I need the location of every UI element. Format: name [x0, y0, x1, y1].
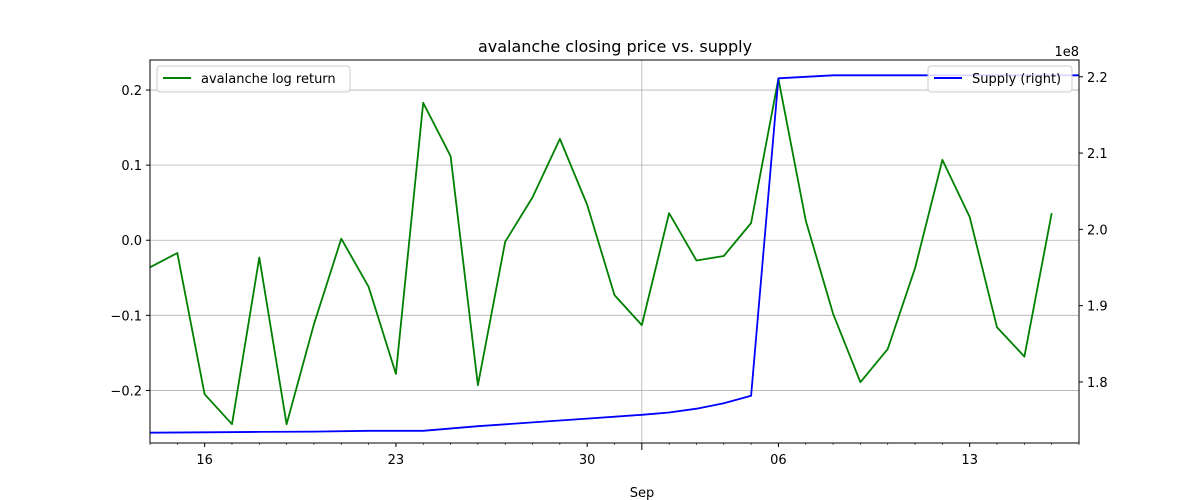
x-tick-label: 13: [961, 453, 978, 468]
legend-left-label: avalanche log return: [201, 72, 336, 87]
legend-left: avalanche log return: [156, 65, 351, 93]
legend-right-label: Supply (right): [972, 72, 1061, 87]
right-tick-label: 1.9: [1087, 300, 1108, 315]
left-tick-label: 0.2: [121, 84, 142, 99]
series-layer: [149, 74, 1079, 434]
right-tick-label: 1.8: [1087, 376, 1108, 391]
x-tick-label: 30: [579, 453, 596, 468]
series-line-0: [149, 77, 1053, 426]
x-axis-label: Sep: [630, 486, 655, 500]
x-tick-label: 23: [388, 453, 405, 468]
right-tick-label: 2.2: [1087, 71, 1108, 86]
left-tick-label: 0.1: [121, 159, 142, 174]
left-axis: −0.2 −0.1 0.0 0.1 0.2: [110, 84, 150, 399]
legend-left-box: [156, 65, 351, 93]
right-tick-label: 2.1: [1087, 147, 1108, 162]
series-line-1: [149, 74, 1079, 434]
left-tick-label: 0.0: [121, 234, 142, 249]
x-tick-label: 06: [770, 453, 787, 468]
chart-title: avalanche closing price vs. supply: [478, 37, 752, 56]
left-tick-label: −0.2: [110, 384, 142, 399]
legend-right-box: [927, 65, 1073, 93]
legend-right: Supply (right): [927, 65, 1073, 93]
right-axis: 1.8 1.9 2.0 2.1 2.2: [1079, 71, 1108, 391]
right-tick-label: 2.0: [1087, 223, 1108, 238]
x-axis: 16 23 30 06 13: [149, 443, 1080, 468]
x-tick-label: 16: [196, 453, 213, 468]
grid: [150, 60, 1079, 443]
right-axis-offset-label: 1e8: [1054, 45, 1079, 60]
plot-frame: [149, 59, 1080, 444]
left-tick-label: −0.1: [110, 309, 142, 324]
